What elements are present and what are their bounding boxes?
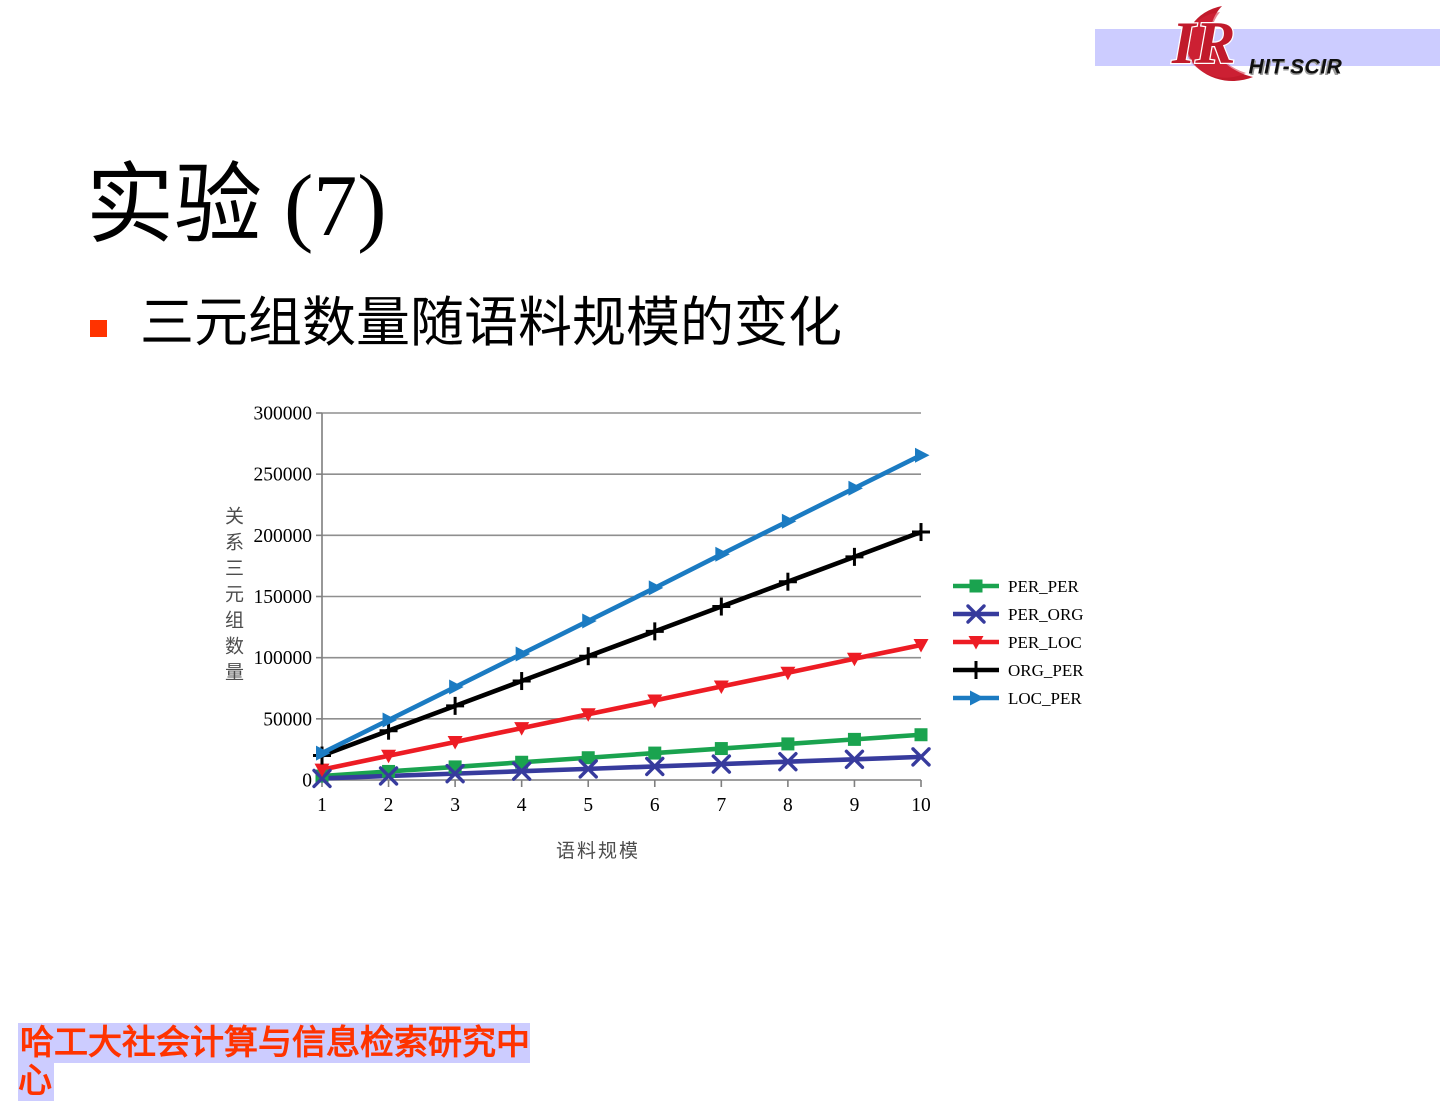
y-tick-label: 300000 xyxy=(254,404,313,425)
marker-square-icon xyxy=(781,737,795,751)
marker-triangle-down-icon xyxy=(580,708,596,722)
marker-triangle-right-icon xyxy=(848,480,863,496)
series-markers-PER_LOC xyxy=(314,638,929,778)
marker-square-icon xyxy=(648,746,662,760)
legend-item-LOC_PER: LOC_PER xyxy=(953,689,1082,708)
legend-label: PER_PER xyxy=(1008,577,1080,596)
legend-label: PER_ORG xyxy=(1008,605,1084,624)
marker-square-icon xyxy=(581,751,595,765)
footer-highlighted-text: 哈工大社会计算与信息检索研究中心 xyxy=(18,1023,530,1101)
series-line-ORG_PER xyxy=(321,529,922,758)
series-line-PER_ORG xyxy=(321,754,922,781)
marker-x-icon xyxy=(378,766,399,786)
x-tick-label: 10 xyxy=(911,795,931,816)
series-line-PER_LOC xyxy=(321,642,922,772)
marker-triangle-right-icon xyxy=(515,646,531,662)
marker-triangle-down-icon xyxy=(647,694,663,708)
y-tick-label: 200000 xyxy=(254,526,313,547)
page-title: 实验 (7) xyxy=(86,157,387,255)
marker-x-icon xyxy=(711,754,732,774)
logo-background-bar xyxy=(1095,29,1440,66)
marker-triangle-right-icon xyxy=(449,679,464,695)
series-markers-LOC_PER xyxy=(316,447,930,761)
series-markers-ORG_PER xyxy=(313,523,930,765)
legend-item-PER_LOC: PER_LOC xyxy=(953,633,1082,652)
marker-triangle-right-icon xyxy=(715,546,730,562)
marker-triangle-down-icon xyxy=(447,735,463,750)
legend-label: LOC_PER xyxy=(1008,689,1082,708)
series-line-LOC_PER xyxy=(320,453,923,756)
marker-x-icon xyxy=(312,768,332,789)
logo-swoosh-highlight-icon xyxy=(1185,12,1246,78)
marker-triangle-down-icon xyxy=(514,722,530,736)
y-tick-label: 100000 xyxy=(254,648,313,669)
marker-triangle-down-icon xyxy=(913,638,929,653)
x-tick-label: 2 xyxy=(384,795,394,816)
y-tick-label: 150000 xyxy=(254,587,313,608)
marker-triangle-down-icon xyxy=(314,763,330,778)
marker-triangle-right-icon xyxy=(915,447,930,463)
x-tick-label: 6 xyxy=(650,795,660,816)
x-axis-title: 语料规模 xyxy=(555,841,640,862)
legend-item-PER_PER: PER_PER xyxy=(953,577,1080,596)
series-line-PER_PER xyxy=(321,732,922,779)
chart-svg: 0 50000 100000 150000 200000 250000 300000 1 2 3 4… xyxy=(254,404,1085,817)
y-axis-title: 关系三元组数量 xyxy=(222,506,243,688)
marker-triangle-down-icon xyxy=(846,652,862,667)
logo-org-shadow: HIT-SCIR xyxy=(1250,57,1341,80)
marker-x-icon xyxy=(778,751,798,772)
marker-x-icon xyxy=(911,747,931,767)
y-tick-label: 0 xyxy=(302,771,312,792)
legend-label: ORG_PER xyxy=(1008,661,1084,680)
marker-square-icon xyxy=(847,732,861,746)
y-tick-label: 250000 xyxy=(254,465,313,486)
x-tick-label: 1 xyxy=(317,795,327,816)
marker-square-icon xyxy=(515,755,529,769)
marker-x-icon xyxy=(966,604,986,624)
marker-triangle-right-icon xyxy=(316,745,331,761)
marker-triangle-down-icon xyxy=(780,666,796,681)
marker-square-icon xyxy=(714,742,728,756)
marker-x-icon xyxy=(511,761,532,781)
x-tick-label: 7 xyxy=(716,795,726,816)
footer-text: 哈工大社会计算与信息检索研究中心 xyxy=(18,1023,542,1101)
series-markers-PER_ORG xyxy=(312,747,931,789)
x-tick-label: 5 xyxy=(583,795,593,816)
x-tick-label: 8 xyxy=(783,795,793,816)
marker-triangle-right-icon xyxy=(648,580,664,596)
marker-triangle-down-icon xyxy=(381,749,397,764)
bullet-square-icon xyxy=(90,320,107,337)
marker-triangle-right-icon xyxy=(970,690,985,706)
marker-triangle-right-icon xyxy=(582,613,597,629)
marker-x-icon xyxy=(844,749,865,770)
x-tick-label: 9 xyxy=(850,795,860,816)
marker-triangle-down-icon xyxy=(713,680,729,695)
marker-x-icon xyxy=(445,763,465,784)
marker-triangle-right-icon xyxy=(781,513,797,529)
marker-x-icon xyxy=(578,759,598,779)
marker-square-icon xyxy=(969,579,983,593)
logo-org-label: HIT-SCIR xyxy=(1249,56,1343,79)
legend-item-ORG_PER: ORG_PER xyxy=(953,661,1084,680)
y-tick-label: 50000 xyxy=(263,709,312,730)
logo-monogram: IR xyxy=(1171,10,1235,76)
marker-square-icon xyxy=(914,728,928,742)
x-tick-label: 3 xyxy=(450,795,460,816)
legend-item-PER_ORG: PER_ORG xyxy=(953,604,1084,624)
chart-area: 0 50000 100000 150000 200000 250000 300000 1 2 3 4… xyxy=(195,400,1145,875)
hit-scir-logo-icon: IR HIT-SCIR HIT-SCIR xyxy=(1170,6,1343,82)
legend-label: PER_LOC xyxy=(1008,633,1082,652)
bullet-row: 三元组数量随语料规模的变化 xyxy=(90,288,842,358)
marker-triangle-down-icon xyxy=(968,636,984,650)
bullet-text: 三元组数量随语料规模的变化 xyxy=(140,293,842,353)
marker-triangle-right-icon xyxy=(382,712,398,728)
marker-x-icon xyxy=(645,756,665,777)
x-tick-label: 4 xyxy=(517,795,527,816)
